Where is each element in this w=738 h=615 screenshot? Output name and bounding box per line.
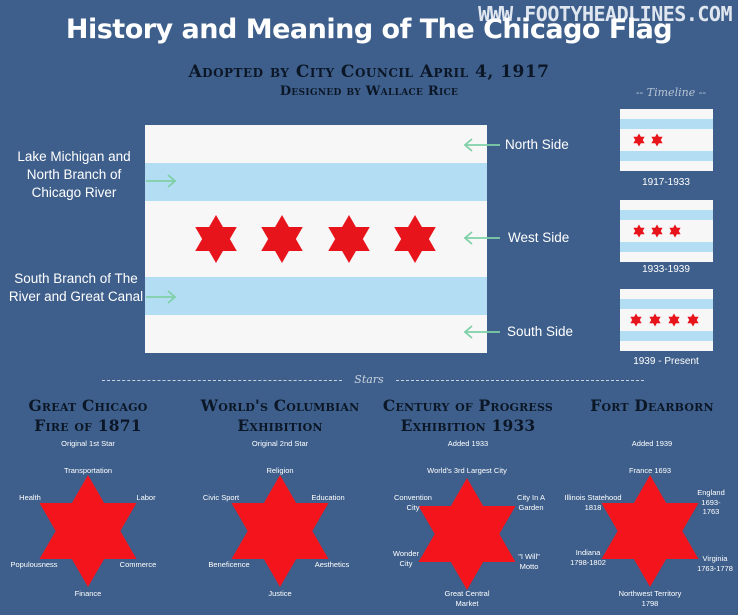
timeline-flag-1933 — [620, 200, 713, 262]
adoption-subtitle: Adopted by City Council April 4, 1917 — [188, 62, 550, 82]
heading-great-chicago-fire: Great Chicago Fire of 1871 — [28, 396, 148, 435]
label-south-branch: South Branch of The River and Great Cana… — [8, 271, 144, 304]
divider-right — [396, 380, 644, 381]
point-label: Wonder City — [392, 549, 420, 568]
point-label: Illinois Statehood 1818 — [564, 493, 622, 512]
point-label: Commerce — [119, 560, 157, 569]
arrow-left-icon — [463, 138, 500, 152]
point-label: Religion — [266, 466, 294, 475]
stars-label: Stars — [354, 373, 384, 386]
point-label: City In A Garden — [517, 493, 545, 512]
point-label: Virginia 1763-1778 — [697, 554, 733, 573]
heading-worlds-columbian: World's Columbian Exhibition — [200, 396, 360, 435]
point-label: Transportation — [63, 466, 113, 475]
star-worlds-columbian — [231, 475, 329, 587]
label-west-side: West Side — [508, 230, 570, 245]
point-label: Labor — [136, 493, 156, 502]
point-label: France 1693 — [628, 466, 672, 475]
point-label: Justice — [268, 589, 292, 598]
point-label: Populousness — [10, 560, 58, 569]
designer-subtitle: Designed by Wallace Rice — [279, 84, 459, 99]
timeline-caption-2: 1933-1939 — [642, 264, 690, 275]
point-label: Great Central Market — [444, 589, 490, 608]
star-great-chicago-fire — [39, 475, 137, 587]
label-lake-michigan: Lake Michigan and North Branch of Chicag… — [17, 149, 131, 200]
star-fort-dearborn — [601, 475, 699, 587]
chicago-flag — [145, 125, 487, 353]
sub-fort-dearborn: Added 1939 — [631, 439, 673, 448]
label-south-side: South Side — [507, 324, 574, 339]
timeline-caption-3: 1939 - Present — [633, 356, 699, 367]
watermark: WWW.FOOTYHEADLINES.COM — [478, 2, 732, 26]
point-label: "I Will" Motto — [518, 552, 540, 571]
heading-fort-dearborn: Fort Dearborn — [590, 396, 714, 415]
divider-left — [102, 380, 342, 381]
timeline-flag-1939 — [620, 289, 713, 351]
point-label: Aesthetics — [314, 560, 350, 569]
page-title: History and Meaning of The Chicago Flag — [65, 14, 673, 45]
timeline-label: -- Timeline -- — [635, 86, 707, 99]
point-label: Finance — [74, 589, 102, 598]
arrow-left-icon — [463, 325, 500, 339]
point-label: Indiana 1798-1802 — [570, 548, 606, 567]
point-label: Convention City — [394, 493, 432, 512]
label-north-side: North Side — [505, 137, 569, 152]
timeline-flag-1917 — [620, 109, 713, 171]
point-label: World's 3rd Largest City — [427, 466, 507, 475]
point-label: Civic Sport — [202, 493, 240, 502]
arrow-right-icon — [146, 174, 177, 188]
point-label: Health — [19, 493, 41, 502]
point-label: Beneficence — [208, 560, 250, 569]
point-label: England 1693-1763 — [697, 488, 725, 516]
arrow-right-icon — [146, 290, 177, 304]
timeline-caption-1: 1917-1933 — [642, 177, 690, 188]
sub-century-of-progress: Added 1933 — [447, 439, 489, 448]
sub-worlds-columbian: Original 2nd Star — [251, 439, 309, 448]
point-label: Northwest Territory 1798 — [618, 589, 682, 608]
heading-century-of-progress: Century of Progress Exhibition 1933 — [382, 396, 554, 435]
sub-great-chicago-fire: Original 1st Star — [61, 439, 115, 448]
arrow-left-icon — [463, 231, 500, 245]
point-label: Education — [311, 493, 345, 502]
